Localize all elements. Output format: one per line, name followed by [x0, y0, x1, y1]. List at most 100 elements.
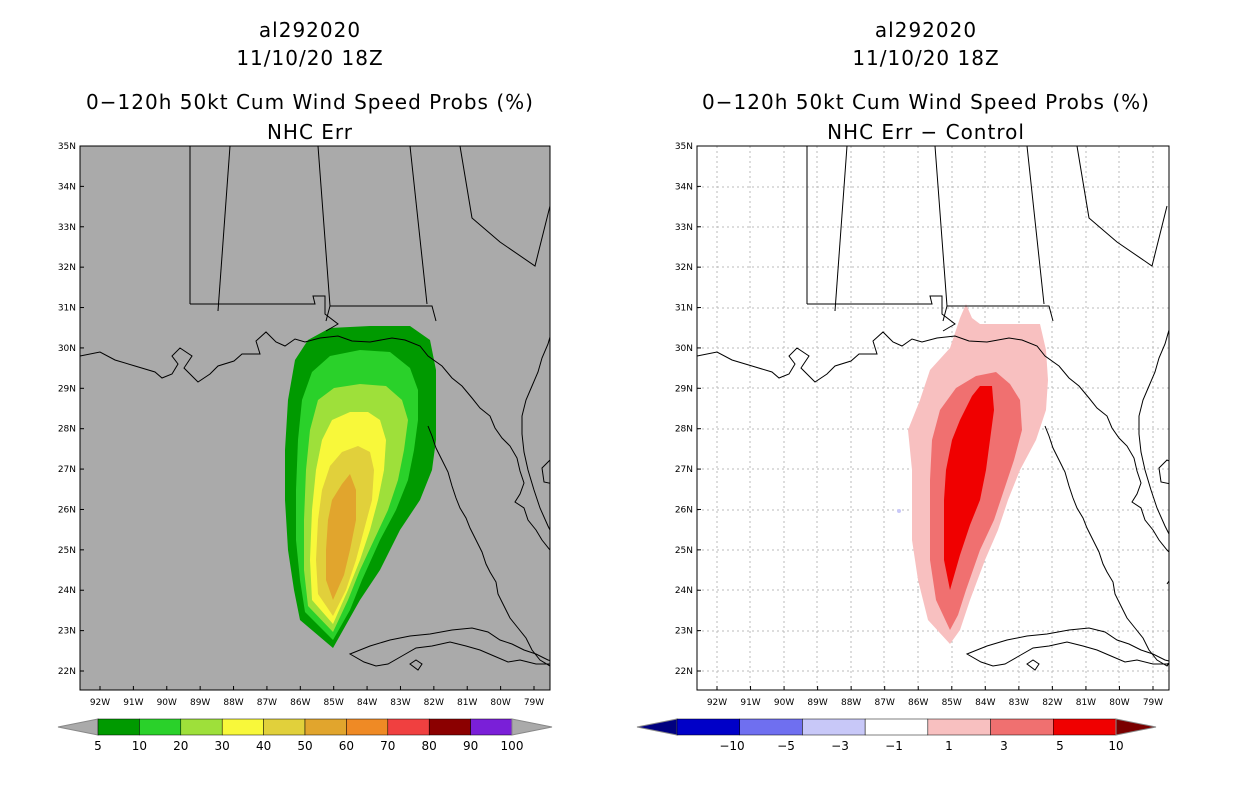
- lat-label: 35N: [58, 142, 76, 152]
- lon-label: 87W: [875, 698, 895, 708]
- lat-label: 22N: [675, 667, 693, 677]
- lon-label: 88W: [841, 698, 861, 708]
- left-colorbar-color-swatch: [221, 718, 264, 736]
- lat-label: 32N: [675, 263, 693, 273]
- right-datetime: 11/10/20 18Z: [852, 46, 1000, 70]
- right-colorbar-color-swatch: [990, 718, 1054, 736]
- left-colorbar-label: 5: [94, 739, 102, 753]
- lat-label: 32N: [58, 263, 76, 273]
- lat-label: 33N: [58, 223, 76, 233]
- right-storm-id: al292020: [874, 18, 978, 42]
- lon-label: 80W: [490, 698, 510, 708]
- left-subtitle: NHC Err: [266, 120, 354, 144]
- lon-label: 89W: [190, 698, 210, 708]
- lat-label: 30N: [58, 344, 76, 354]
- right-colorbar-color-swatch: [927, 718, 991, 736]
- lon-label: 82W: [1042, 698, 1062, 708]
- lat-label: 34N: [58, 182, 76, 192]
- left-colorbar-label: 10: [132, 739, 147, 753]
- left-colorbar-color-swatch: [304, 718, 347, 736]
- lon-label: 86W: [908, 698, 928, 708]
- left-colorbar-label: 20: [173, 739, 188, 753]
- left-colorbar-color-swatch: [180, 718, 223, 736]
- lat-label: 25N: [58, 546, 76, 556]
- lat-label: 24N: [58, 586, 76, 596]
- lon-label: 91W: [740, 698, 760, 708]
- left-product-title: 0−120h 50kt Cum Wind Speed Probs (%): [86, 90, 534, 114]
- left-colorbar-high-arrow: [511, 718, 553, 736]
- lon-label: 79W: [524, 698, 544, 708]
- right-colorbar-label: −10: [719, 739, 744, 753]
- left-colorbar-label: 100: [501, 739, 524, 753]
- left-colorbar-color-swatch: [263, 718, 306, 736]
- right-colorbar-label: 3: [1000, 739, 1008, 753]
- lat-label: 34N: [675, 182, 693, 192]
- left-colorbar-label: 70: [380, 739, 395, 753]
- lat-label: 26N: [58, 505, 76, 515]
- left-colorbar-low-arrow: [57, 718, 99, 736]
- lat-label: 29N: [675, 384, 693, 394]
- lat-label: 30N: [675, 344, 693, 354]
- right-colorbar-high-arrow: [1115, 718, 1157, 736]
- left-storm-id: al292020: [258, 18, 362, 42]
- left-colorbar-label: 90: [463, 739, 478, 753]
- left-colorbar-color-swatch: [139, 718, 182, 736]
- lon-label: 87W: [257, 698, 277, 708]
- left-colorbar-color-swatch: [346, 718, 389, 736]
- right-colorbar-color-swatch: [676, 718, 740, 736]
- lat-label: 25N: [675, 546, 693, 556]
- left-colorbar-label: 50: [297, 739, 312, 753]
- lon-label: 85W: [324, 698, 344, 708]
- lat-label: 29N: [58, 384, 76, 394]
- left-colorbar-color-swatch: [428, 718, 471, 736]
- lat-label: 31N: [58, 304, 76, 314]
- lon-label: 86W: [290, 698, 310, 708]
- lon-label: 81W: [1076, 698, 1096, 708]
- lat-label: 23N: [675, 627, 693, 637]
- right-colorbar-label: −1: [885, 739, 903, 753]
- lat-label: 28N: [675, 425, 693, 435]
- right-colorbar-low-arrow: [636, 718, 678, 736]
- lat-label: 27N: [58, 465, 76, 475]
- left-colorbar-label: 40: [256, 739, 271, 753]
- left-colorbar-label: 60: [339, 739, 354, 753]
- lon-label: 84W: [357, 698, 377, 708]
- lat-label: 27N: [675, 465, 693, 475]
- right-colorbar-label: 10: [1108, 739, 1123, 753]
- lat-label: 31N: [675, 304, 693, 314]
- right-colorbar-color-swatch: [802, 718, 866, 736]
- lon-label: 85W: [942, 698, 962, 708]
- lat-label: 35N: [675, 142, 693, 152]
- lon-label: 89W: [807, 698, 827, 708]
- lon-label: 84W: [975, 698, 995, 708]
- lon-label: 83W: [390, 698, 410, 708]
- lat-label: 28N: [58, 425, 76, 435]
- left-colorbar-color-swatch: [470, 718, 513, 736]
- right-colorbar-label: −5: [777, 739, 795, 753]
- lat-label: 23N: [58, 627, 76, 637]
- lon-label: 79W: [1143, 698, 1163, 708]
- right-colorbar-color-swatch: [1053, 718, 1117, 736]
- lon-label: 83W: [1009, 698, 1029, 708]
- left-colorbar-color-swatch: [97, 718, 140, 736]
- right-colorbar-color-swatch: [864, 718, 929, 736]
- right-product-title: 0−120h 50kt Cum Wind Speed Probs (%): [702, 90, 1150, 114]
- lon-label: 90W: [774, 698, 794, 708]
- lat-label: 24N: [675, 586, 693, 596]
- left-colorbar-label: 80: [422, 739, 437, 753]
- right-subtitle: NHC Err − Control: [827, 120, 1025, 144]
- left-colorbar-color-swatch: [387, 718, 430, 736]
- right-colorbar-label: 5: [1056, 739, 1064, 753]
- left-datetime: 11/10/20 18Z: [236, 46, 384, 70]
- lon-label: 80W: [1109, 698, 1129, 708]
- left-colorbar-label: 30: [215, 739, 230, 753]
- lat-label: 26N: [675, 505, 693, 515]
- lon-label: 92W: [707, 698, 727, 708]
- lat-label: 33N: [675, 223, 693, 233]
- lon-label: 90W: [157, 698, 177, 708]
- right-colorbar-label: 1: [945, 739, 953, 753]
- lon-label: 92W: [90, 698, 110, 708]
